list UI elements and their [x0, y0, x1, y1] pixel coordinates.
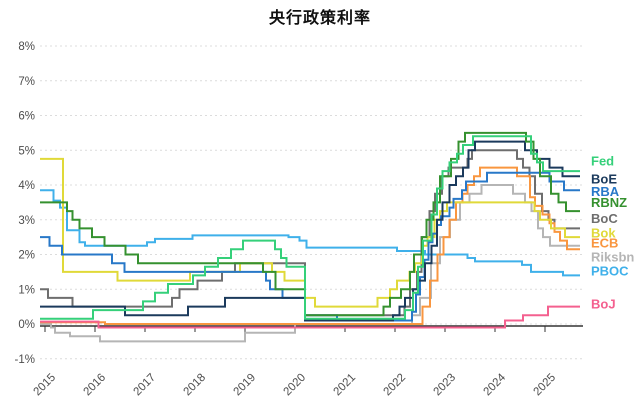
x-axis-label-2025: 2025	[532, 372, 559, 399]
series-line-PBOC	[40, 189, 580, 277]
legend-label-RBA: RBA	[591, 184, 620, 199]
y-axis-label--1: -1%	[15, 354, 35, 366]
series-line-Bok	[40, 157, 580, 308]
x-axis-label-2019: 2019	[232, 372, 259, 399]
y-axis-label-6: 6%	[18, 111, 35, 123]
x-axis-label-2021: 2021	[332, 372, 359, 399]
y-axis-label-4: 4%	[18, 180, 35, 192]
y-axis-label-5: 5%	[18, 145, 35, 157]
y-axis-label-2: 2%	[18, 250, 35, 262]
y-axis-label-7: 7%	[18, 76, 35, 88]
y-axis-label-3: 3%	[18, 215, 35, 227]
series-line-BoJ	[40, 305, 580, 329]
legend-label-ECB: ECB	[591, 236, 618, 251]
x-axis-label-2017: 2017	[132, 372, 159, 399]
legend-label-Riksbn: Riksbn	[591, 249, 634, 264]
y-axis-label-0: 0%	[18, 319, 35, 331]
x-axis-label-2023: 2023	[432, 372, 459, 399]
x-axis-label-2020: 2020	[282, 372, 309, 399]
legend-label-Fed: Fed	[591, 154, 614, 169]
x-axis-label-2022: 2022	[382, 372, 409, 399]
x-axis-label-2015: 2015	[32, 372, 59, 399]
legend-label-Bok: Bok	[591, 225, 616, 240]
series-line-Fed	[40, 135, 580, 320]
legend-label-PBOC: PBOC	[591, 263, 629, 278]
legend-label-RBNZ: RBNZ	[591, 195, 627, 210]
x-axis-label-2016: 2016	[82, 372, 109, 399]
x-axis-label-2018: 2018	[182, 372, 209, 399]
series-line-BoC	[40, 149, 580, 317]
legend-label-BoJ: BoJ	[591, 297, 616, 312]
legend-label-BoC: BoC	[591, 211, 618, 226]
chart-title: 央行政策利率	[268, 10, 371, 27]
y-axis-label-8: 8%	[18, 41, 35, 53]
legend-label-BoE: BoE	[591, 172, 617, 187]
series-line-RBNZ	[40, 131, 580, 317]
y-axis-label-1: 1%	[18, 284, 35, 296]
series-line-RBA	[40, 171, 580, 322]
x-axis-label-2024: 2024	[482, 371, 509, 398]
